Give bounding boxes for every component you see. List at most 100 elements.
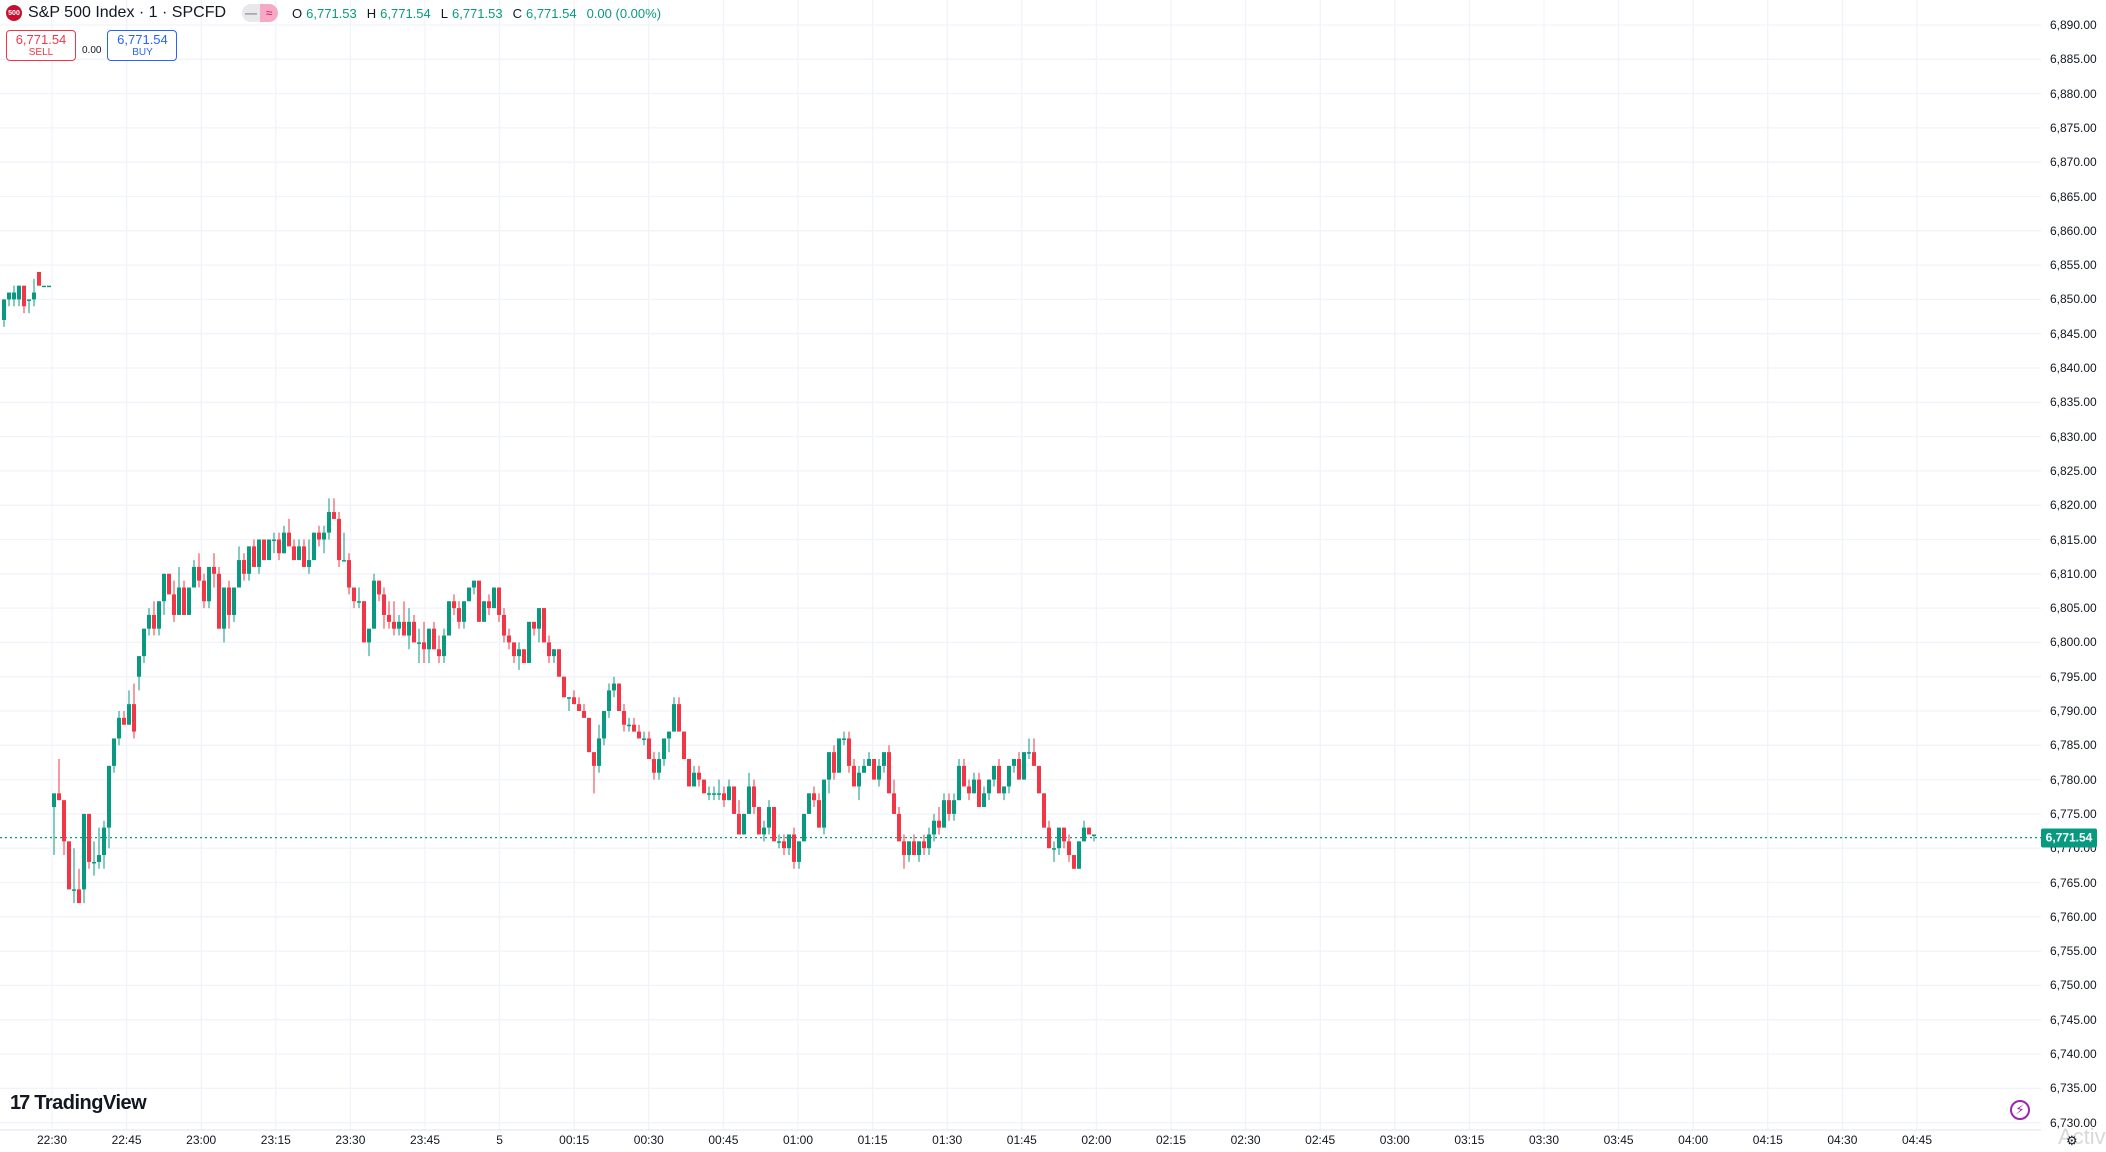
candle bbox=[872, 759, 876, 780]
candle bbox=[712, 786, 716, 801]
candle bbox=[77, 868, 81, 904]
candle bbox=[962, 759, 966, 787]
candle bbox=[182, 580, 186, 615]
candle bbox=[702, 779, 706, 794]
wave-icon[interactable]: ≈ bbox=[260, 4, 279, 22]
price-tick-label: 6,870.00 bbox=[2050, 155, 2097, 170]
candle bbox=[867, 752, 871, 766]
price-tick-label: 6,840.00 bbox=[2050, 361, 2097, 375]
candle bbox=[772, 807, 776, 842]
price-tick-label: 6,850.00 bbox=[2050, 292, 2097, 307]
candle bbox=[1002, 786, 1006, 801]
candle bbox=[757, 807, 761, 835]
time-tick-label: 02:15 bbox=[1155, 1133, 1187, 1147]
candle bbox=[512, 642, 516, 663]
candle bbox=[172, 580, 176, 622]
time-tick-label: 23:15 bbox=[260, 1133, 291, 1147]
activation-watermark: Activ bbox=[2058, 1124, 2106, 1149]
settings-gear-icon[interactable]: ⚙ bbox=[2066, 1133, 2078, 1148]
price-tick-label: 6,825.00 bbox=[2050, 463, 2097, 478]
candle bbox=[1082, 820, 1086, 842]
candle bbox=[952, 793, 956, 821]
candle bbox=[527, 621, 531, 663]
candle bbox=[852, 759, 856, 787]
candle bbox=[132, 683, 136, 739]
price-tick-label: 6,790.00 bbox=[2050, 704, 2097, 718]
candle bbox=[977, 772, 981, 808]
candle bbox=[57, 759, 61, 801]
candle bbox=[137, 656, 141, 691]
candle bbox=[717, 779, 721, 801]
time-tick-label: 03:00 bbox=[1379, 1133, 1410, 1147]
tradingview-logo[interactable]: 17 TradingView bbox=[10, 1092, 147, 1115]
candle bbox=[877, 759, 881, 787]
time-tick-label: 22:45 bbox=[111, 1133, 142, 1147]
candle bbox=[922, 834, 926, 856]
trade-panel: 6,771.54 SELL 0.00 6,771.54 BUY bbox=[6, 30, 178, 61]
candle bbox=[1012, 759, 1016, 773]
sp500-logo-icon: 500 bbox=[6, 5, 22, 21]
low-label: L bbox=[440, 5, 448, 21]
candle bbox=[97, 827, 101, 869]
candle bbox=[502, 608, 506, 643]
candle bbox=[382, 587, 386, 629]
candle bbox=[992, 765, 996, 787]
price-tick-label: 6,845.00 bbox=[2050, 326, 2097, 341]
candle bbox=[332, 498, 336, 519]
candle bbox=[87, 813, 91, 869]
candle bbox=[747, 772, 751, 814]
candle bbox=[472, 580, 476, 595]
candle bbox=[1092, 834, 1096, 842]
candle bbox=[517, 642, 521, 670]
time-tick-label: 00:45 bbox=[708, 1133, 739, 1147]
candle bbox=[787, 834, 791, 856]
candle bbox=[257, 539, 261, 574]
candle bbox=[92, 841, 96, 876]
candle bbox=[792, 827, 796, 869]
candle bbox=[822, 779, 826, 835]
candle bbox=[7, 292, 11, 307]
candle bbox=[367, 628, 371, 657]
candle bbox=[372, 573, 376, 629]
time-tick-label: 02:00 bbox=[1081, 1133, 1112, 1147]
candle bbox=[82, 813, 86, 904]
symbol-title[interactable]: S&P 500 Index · 1 · SPCFD bbox=[28, 4, 227, 21]
candle bbox=[532, 621, 536, 636]
candle bbox=[587, 717, 591, 753]
candle bbox=[1052, 841, 1056, 862]
candle bbox=[387, 601, 391, 629]
candle bbox=[317, 525, 321, 547]
candle bbox=[207, 566, 211, 609]
candle bbox=[457, 601, 461, 629]
time-tick-label: 5 bbox=[496, 1133, 503, 1147]
candle bbox=[1087, 827, 1091, 835]
price-tick-label: 6,830.00 bbox=[2050, 429, 2097, 444]
time-tick-label: 23:30 bbox=[335, 1133, 366, 1147]
candle bbox=[672, 697, 676, 732]
candle bbox=[422, 621, 426, 663]
lightning-icon[interactable]: ⚡︎ bbox=[2010, 1100, 2030, 1120]
candle bbox=[302, 539, 306, 567]
candle bbox=[537, 608, 541, 643]
candle bbox=[427, 628, 431, 663]
candle bbox=[572, 690, 576, 705]
candle bbox=[642, 731, 646, 746]
price-tick-label: 6,855.00 bbox=[2050, 258, 2097, 273]
price-tick-label: 6,800.00 bbox=[2050, 635, 2097, 650]
close-value: 6,771.54 bbox=[525, 5, 577, 21]
candle bbox=[397, 614, 401, 636]
candle bbox=[507, 628, 511, 650]
sell-button[interactable]: 6,771.54 SELL bbox=[6, 30, 76, 61]
price-tick-label: 6,890.00 bbox=[2050, 18, 2097, 32]
candle bbox=[452, 594, 456, 615]
time-tick-label: 03:30 bbox=[1528, 1133, 1560, 1147]
tradingview-mark-icon: 17 bbox=[10, 1092, 30, 1114]
status-pill[interactable]: — ≈ bbox=[242, 4, 279, 22]
price-tick-label: 6,750.00 bbox=[2050, 978, 2097, 993]
buy-button[interactable]: 6,771.54 BUY bbox=[107, 30, 178, 61]
candle bbox=[167, 573, 171, 595]
candle bbox=[22, 285, 26, 314]
minus-icon[interactable]: — bbox=[242, 4, 261, 22]
candle bbox=[607, 683, 611, 718]
